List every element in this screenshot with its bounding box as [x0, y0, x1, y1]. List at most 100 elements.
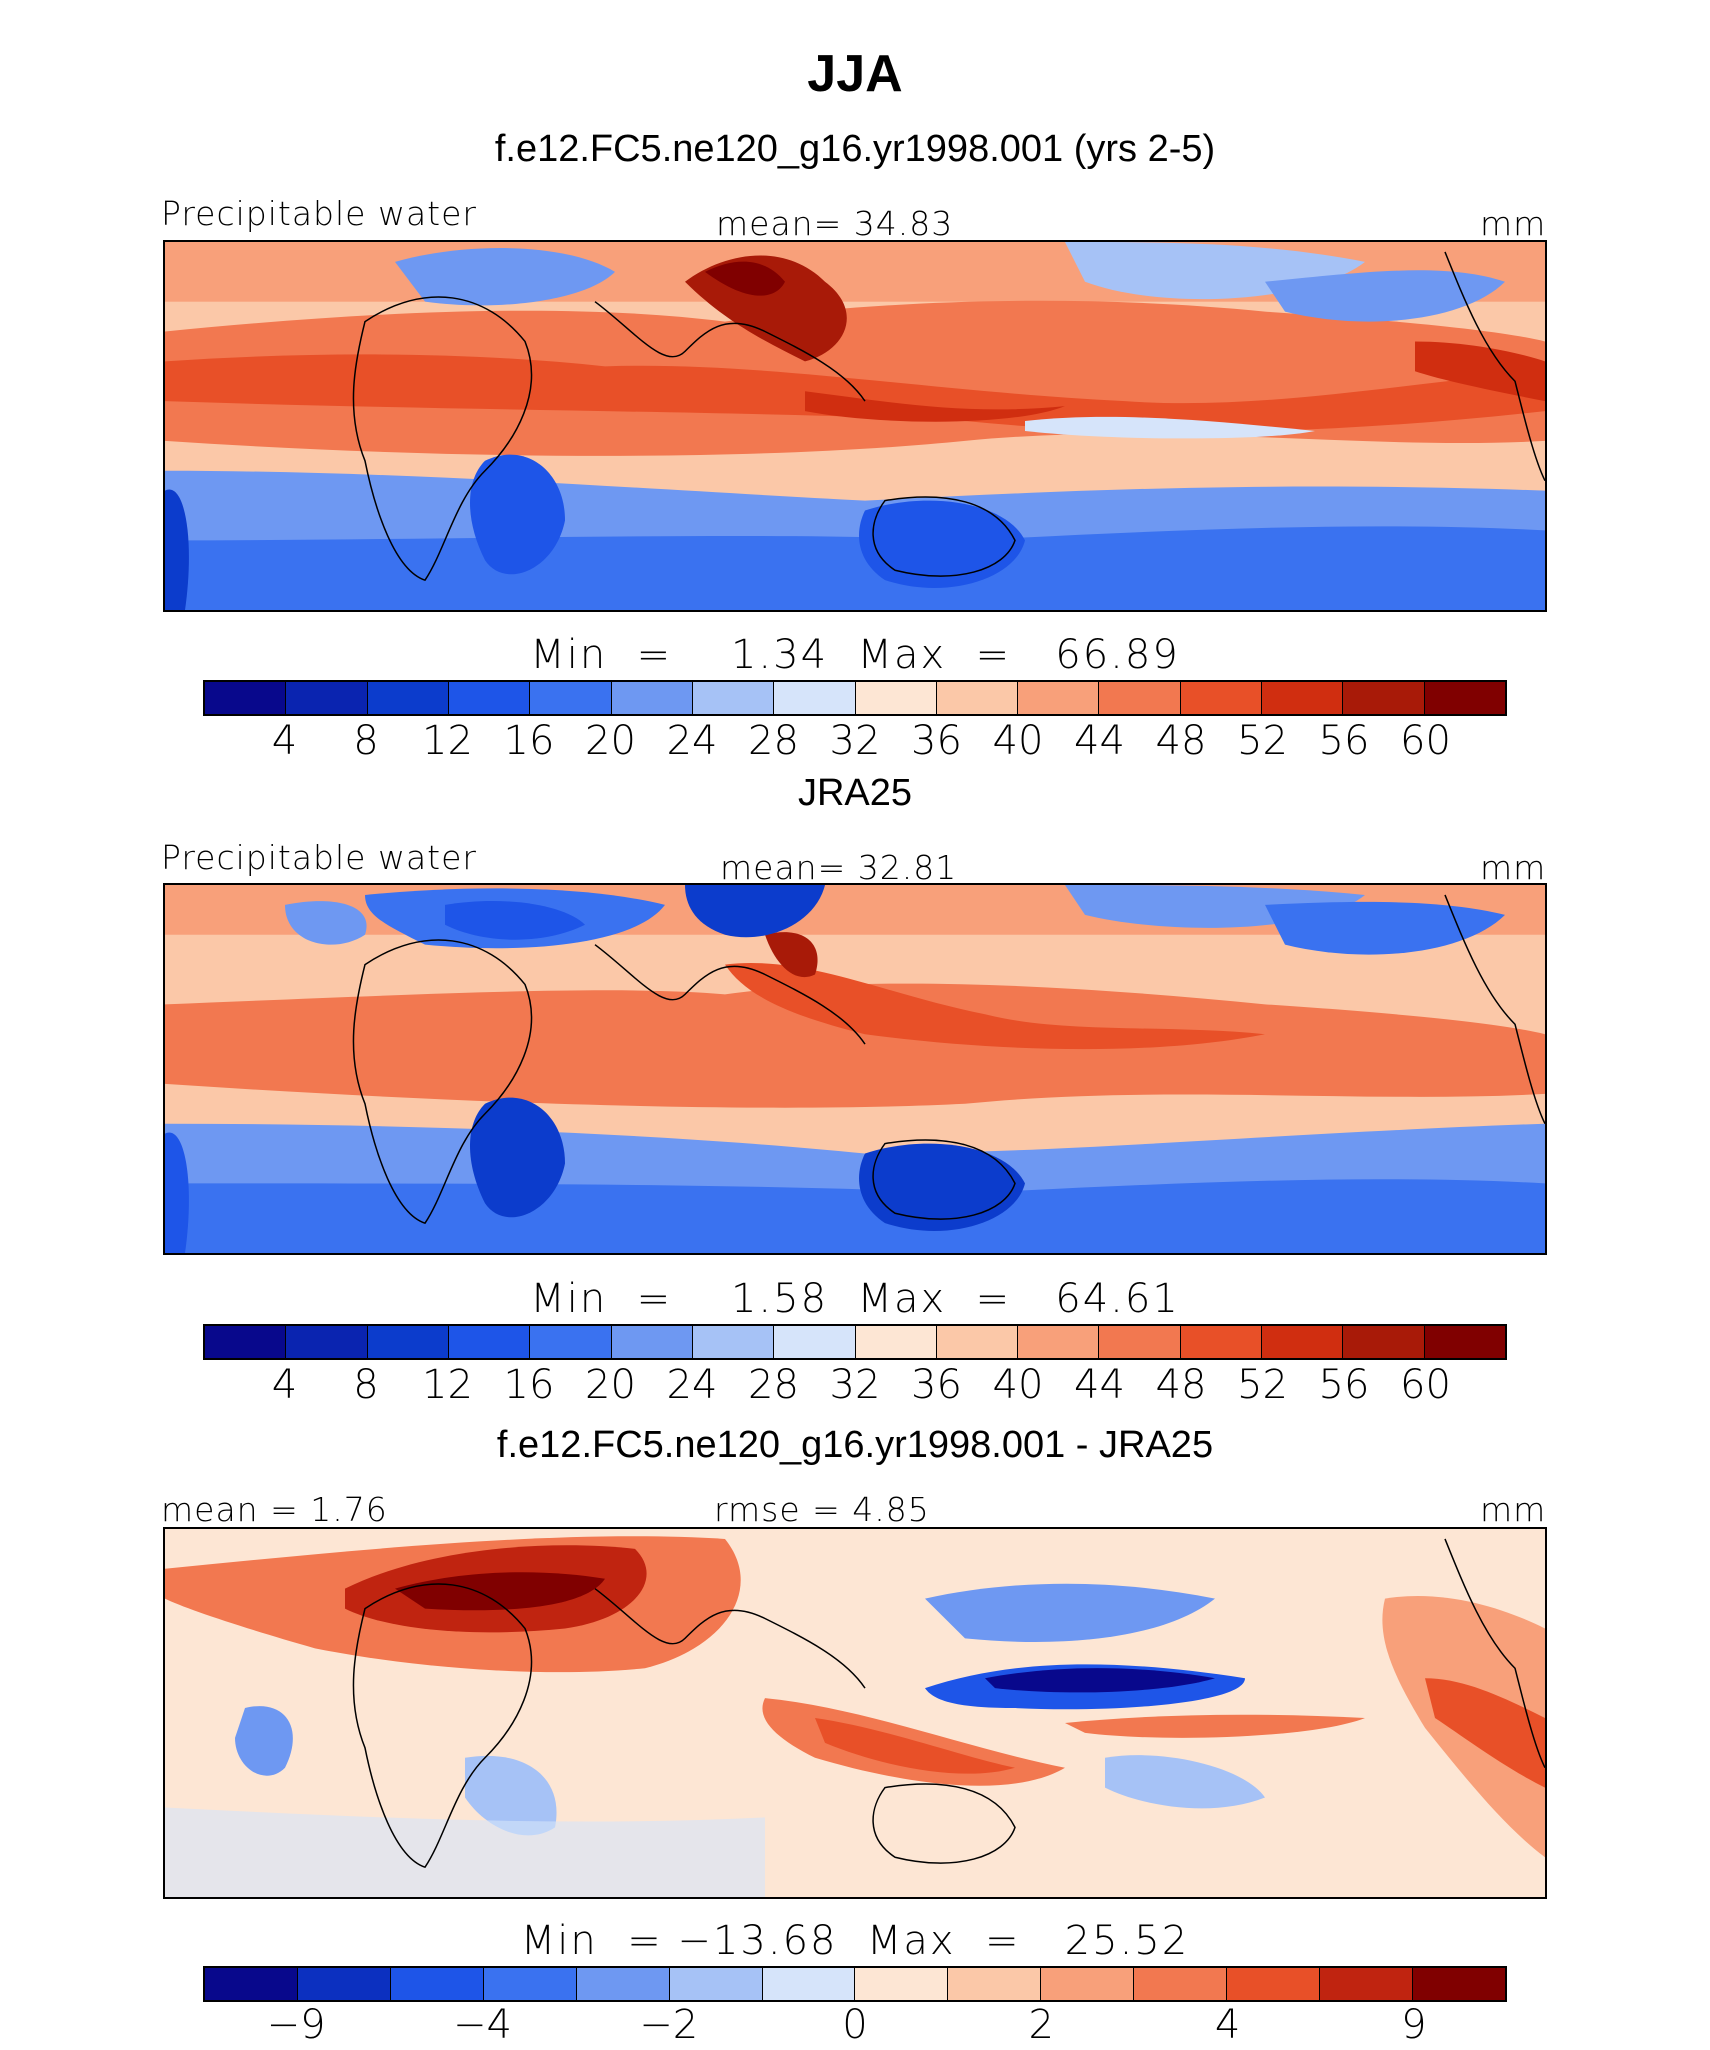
- colorbar-swatch: [1227, 1968, 1321, 2000]
- panel-1-variable-label: Precipitable water: [161, 194, 477, 233]
- colorbar-tick-label: 4: [271, 718, 298, 764]
- colorbar-tick-label: −2: [639, 2002, 699, 2048]
- colorbar-swatch: [611, 1326, 693, 1358]
- colorbar-swatch: [1424, 682, 1505, 714]
- colorbar-swatch: [205, 1326, 287, 1358]
- colorbar-tick-label: 12: [422, 1362, 473, 1408]
- panel-1-map: [163, 240, 1547, 612]
- colorbar-swatch: [1099, 682, 1181, 714]
- panel-1-colorbar: [203, 680, 1507, 716]
- colorbar-tick-label: 4: [1214, 2002, 1241, 2048]
- panel-3-rmse-label: rmse = 4.85: [714, 1490, 930, 1529]
- colorbar-swatch: [448, 682, 531, 714]
- colorbar-tick-label: 32: [829, 1362, 881, 1408]
- colorbar-tick-label: 36: [911, 1362, 962, 1408]
- colorbar-swatch: [762, 1968, 856, 2000]
- panel-3-units-label: mm: [1480, 1490, 1547, 1529]
- colorbar-swatch: [692, 1326, 775, 1358]
- colorbar-swatch: [205, 682, 287, 714]
- colorbar-swatch: [205, 1968, 298, 2000]
- colorbar-tick-label: 44: [1074, 1362, 1125, 1408]
- colorbar-tick-label: 16: [503, 1362, 555, 1408]
- colorbar-swatch: [936, 682, 1019, 714]
- panel-1-mean-label: mean= 34.83: [716, 204, 954, 243]
- colorbar-tick-label: 8: [353, 1362, 379, 1408]
- colorbar-swatch: [576, 1968, 670, 2000]
- colorbar-swatch: [948, 1968, 1042, 2000]
- colorbar-swatch: [1343, 1326, 1425, 1358]
- panel-2-map: [163, 883, 1547, 1255]
- panel-1-colorbar-ticks: 4 8 12 16 20 24 28 32 36 40 44 48 52 56 60: [203, 718, 1507, 766]
- colorbar-tick-label: 32: [829, 718, 881, 764]
- colorbar-tick-label: 52: [1237, 1362, 1288, 1408]
- colorbar-swatch: [367, 682, 449, 714]
- colorbar-tick-label: 52: [1237, 718, 1288, 764]
- colorbar-tick-label: 40: [992, 718, 1044, 764]
- colorbar-tick-label: 24: [666, 1362, 718, 1408]
- colorbar-swatch: [1320, 1968, 1413, 2000]
- colorbar-tick-label: 56: [1318, 718, 1370, 764]
- colorbar-tick-label: 48: [1155, 1362, 1207, 1408]
- panel-3-title: f.e12.FC5.ne120_g16.yr1998.001 - JRA25: [496, 1424, 1214, 1466]
- colorbar-tick-label: 0: [842, 2002, 868, 2048]
- colorbar-tick-label: 4: [271, 1362, 298, 1408]
- colorbar-swatch: [1412, 1968, 1505, 2000]
- colorbar-tick-label: −4: [452, 2002, 512, 2048]
- colorbar-swatch: [448, 1326, 531, 1358]
- colorbar-tick-label: 12: [422, 718, 473, 764]
- colorbar-tick-label: 16: [503, 718, 555, 764]
- colorbar-tick-label: 24: [666, 718, 718, 764]
- colorbar-swatch: [1180, 1326, 1263, 1358]
- colorbar-tick-label: 20: [585, 718, 636, 764]
- colorbar-swatch: [855, 682, 937, 714]
- colorbar-tick-label: −9: [266, 2002, 326, 2048]
- panel-2-units-label: mm: [1480, 848, 1547, 887]
- panel-3-mean-label: mean = 1.76: [161, 1490, 388, 1529]
- colorbar-swatch: [483, 1968, 577, 2000]
- colorbar-tick-label: 20: [585, 1362, 636, 1408]
- panel-2-min-max: Min = 1.58 Max = 64.61: [530, 1276, 1180, 1322]
- panel-3-min-max: Min = −13.68 Max = 25.52: [520, 1918, 1190, 1964]
- colorbar-tick-label: 40: [992, 1362, 1044, 1408]
- colorbar-swatch: [1018, 1326, 1100, 1358]
- colorbar-swatch: [1180, 682, 1263, 714]
- colorbar-swatch: [1099, 1326, 1181, 1358]
- colorbar-swatch: [1041, 1968, 1135, 2000]
- colorbar-swatch: [855, 1326, 937, 1358]
- colorbar-swatch: [1343, 682, 1425, 714]
- colorbar-tick-label: 60: [1400, 718, 1451, 764]
- colorbar-swatch: [286, 682, 368, 714]
- colorbar-swatch: [1424, 1326, 1505, 1358]
- colorbar-tick-label: 56: [1318, 1362, 1370, 1408]
- colorbar-swatch: [1262, 1326, 1344, 1358]
- panel-2-title: JRA25: [797, 772, 913, 814]
- panel-3-colorbar-ticks: −9 −4 −2 0 2 4 9: [203, 2002, 1507, 2050]
- colorbar-tick-label: 60: [1400, 1362, 1451, 1408]
- colorbar-swatch: [774, 1326, 856, 1358]
- colorbar-tick-label: 28: [748, 1362, 799, 1408]
- colorbar-swatch: [286, 1326, 368, 1358]
- panel-1-title: f.e12.FC5.ne120_g16.yr1998.001 (yrs 2-5): [494, 128, 1216, 170]
- colorbar-swatch: [611, 682, 693, 714]
- panel-3-map: [163, 1527, 1547, 1899]
- colorbar-tick-label: 8: [353, 718, 379, 764]
- colorbar-swatch: [1262, 682, 1344, 714]
- colorbar-swatch: [774, 682, 856, 714]
- colorbar-tick-label: 28: [748, 718, 799, 764]
- colorbar-tick-label: 36: [911, 718, 962, 764]
- panel-2-mean-label: mean= 32.81: [720, 848, 958, 887]
- colorbar-swatch: [692, 682, 775, 714]
- colorbar-swatch: [530, 1326, 612, 1358]
- colorbar-swatch: [669, 1968, 763, 2000]
- colorbar-swatch: [855, 1968, 949, 2000]
- panel-2-colorbar-ticks: 4 8 12 16 20 24 28 32 36 40 44 48 52 56 60: [203, 1362, 1507, 1410]
- colorbar-swatch: [1018, 682, 1100, 714]
- panel-1-min-max: Min = 1.34 Max = 66.89: [530, 632, 1180, 678]
- panel-2-colorbar: [203, 1324, 1507, 1360]
- colorbar-swatch: [367, 1326, 449, 1358]
- panel-3-colorbar: [203, 1966, 1507, 2002]
- colorbar-swatch: [1134, 1968, 1228, 2000]
- colorbar-swatch: [530, 682, 612, 714]
- colorbar-swatch: [390, 1968, 484, 2000]
- colorbar-tick-label: 44: [1074, 718, 1125, 764]
